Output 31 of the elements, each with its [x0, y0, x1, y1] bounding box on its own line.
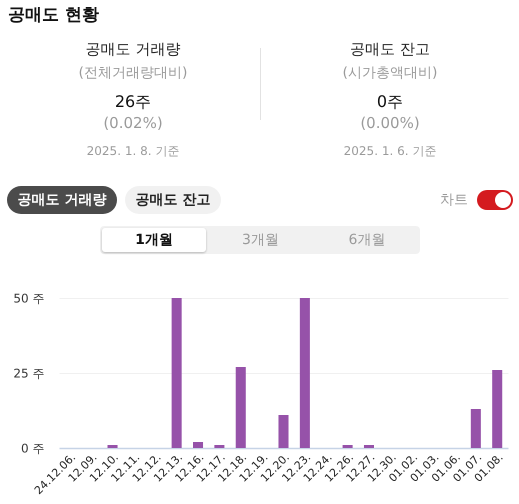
bar [300, 298, 310, 448]
text: 6개월 [348, 231, 386, 250]
bar [492, 370, 502, 448]
y-tick-label: 0 주 [21, 442, 44, 456]
text: 1개월 [135, 231, 173, 250]
bar [236, 367, 246, 448]
bar [470, 409, 481, 448]
text: 공매도 거래량 [86, 40, 180, 59]
text: (0.02%) [103, 114, 163, 132]
text: 공매도 잔고 [350, 40, 430, 59]
y-tick-label: 25 주 [13, 366, 44, 380]
text: 3개월 [242, 231, 279, 250]
bar [278, 415, 289, 448]
text: 2025. 1. 8. 기준 [86, 143, 180, 160]
text: (시가총액대비) [342, 64, 438, 82]
bar [192, 442, 204, 448]
bar [342, 445, 353, 448]
text: (전체거래량대비) [78, 64, 188, 82]
text: 0주 [376, 92, 404, 113]
bar [214, 445, 224, 448]
text: 2025. 1. 6. 기준 [344, 143, 436, 160]
bar [108, 445, 118, 448]
bar [364, 445, 374, 448]
pill-button: 공매도 거래량 [7, 186, 117, 214]
text: (0.00%) [360, 114, 420, 132]
bar [172, 298, 182, 448]
text: 공매도 현황 [8, 4, 99, 26]
pill-button: 공매도 잔고 [125, 186, 221, 214]
text: 26주 [114, 92, 152, 113]
y-tick-label: 50 주 [13, 292, 44, 306]
text: 차트 [440, 191, 468, 210]
